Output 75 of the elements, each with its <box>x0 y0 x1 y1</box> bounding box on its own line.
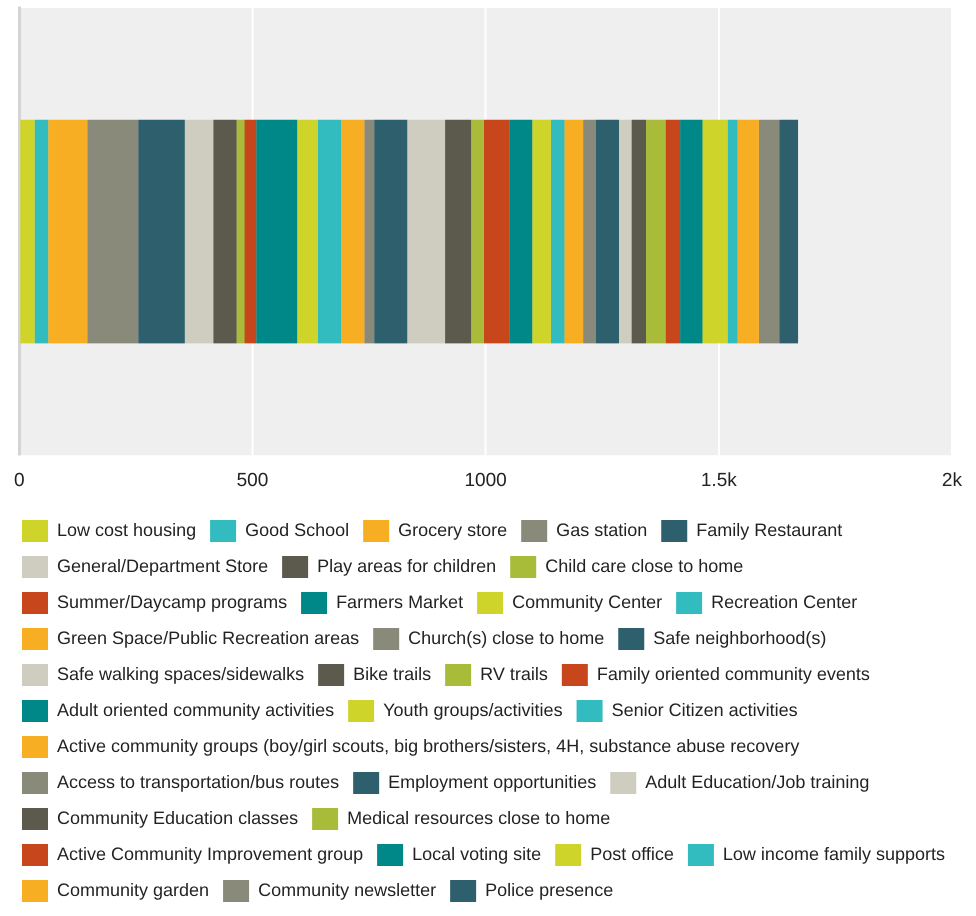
legend-label: Farmers Market <box>336 592 464 612</box>
bar <box>596 120 619 344</box>
legend-label: Local voting site <box>412 844 542 864</box>
legend-label: Active Community Improvement group <box>57 844 364 864</box>
bar <box>341 120 364 344</box>
bar <box>445 120 472 344</box>
bar <box>484 120 510 344</box>
bar <box>680 120 702 344</box>
bar <box>34 120 48 344</box>
bar <box>564 120 584 344</box>
bar <box>318 120 342 344</box>
legend-label: Active community groups (boy/girl scouts, big brothers/sisters, 4H, substance abuse recovery <box>57 736 800 756</box>
bar <box>407 120 446 344</box>
bar <box>48 120 88 344</box>
bar <box>364 120 374 344</box>
bar <box>779 120 798 344</box>
legend-label: Church(s) close to home <box>408 628 604 648</box>
bar <box>510 120 532 344</box>
legend-label: Low income family supports <box>722 844 945 864</box>
bar <box>471 120 484 344</box>
bar <box>619 120 632 344</box>
legend-label: Adult oriented community activities <box>57 700 334 720</box>
bar <box>728 120 738 344</box>
bar <box>87 120 138 344</box>
legend-label: Grocery store <box>398 520 508 540</box>
x-tick-label: 1.5k <box>700 470 738 491</box>
legend-label: Child care close to home <box>545 556 744 576</box>
legend-label: Youth groups/activities <box>383 700 563 720</box>
bar <box>532 120 551 344</box>
bar <box>583 120 596 344</box>
bar <box>666 120 680 344</box>
legend-label: Bike trails <box>353 664 432 684</box>
bar <box>244 120 256 344</box>
bar <box>256 120 298 344</box>
legend-label: Adult Education/Job training <box>645 772 870 792</box>
bar <box>374 120 408 344</box>
bar <box>236 120 245 344</box>
bar <box>737 120 759 344</box>
legend-label: Community Center <box>512 592 662 612</box>
bar <box>646 120 666 344</box>
bar <box>702 120 728 344</box>
bar <box>213 120 237 344</box>
x-tick-label: 500 <box>236 470 268 491</box>
legend-label: Community Education classes <box>57 808 298 828</box>
legend-label: Post office <box>590 844 674 864</box>
legend-label: Gas station <box>556 520 648 540</box>
legend-label: Community garden <box>57 880 210 900</box>
legend-label: Police presence <box>485 880 614 900</box>
legend-label: Community newsletter <box>258 880 436 900</box>
legend-label: RV trails <box>480 664 548 684</box>
legend-label: General/Department Store <box>57 556 268 576</box>
bar <box>184 120 214 344</box>
legend-label: Good School <box>245 520 350 540</box>
bar <box>20 120 35 344</box>
legend-label: Employment opportunities <box>388 772 596 792</box>
legend-label: Green Space/Public Recreation areas <box>57 628 360 648</box>
legend-label: Access to transportation/bus routes <box>57 772 340 792</box>
bar <box>550 120 564 344</box>
bar <box>138 120 185 344</box>
bar <box>297 120 318 344</box>
legend-label: Family Restaurant <box>696 520 842 540</box>
legend-label: Summer/Daycamp programs <box>57 592 288 612</box>
legend-label: Recreation Center <box>711 592 858 612</box>
legend-label: Low cost housing <box>57 520 196 540</box>
bar <box>632 120 646 344</box>
x-tick-label: 0 <box>14 470 25 491</box>
bar <box>758 120 780 344</box>
legend-label: Safe walking spaces/sidewalks <box>57 664 304 684</box>
legend-label: Medical resources close to home <box>347 808 610 828</box>
legend-label: Play areas for children <box>317 556 496 576</box>
legend-label: Family oriented community events <box>596 664 870 684</box>
legend-label: Safe neighborhood(s) <box>653 628 826 648</box>
legend-label: Senior Citizen activities <box>612 700 798 720</box>
x-tick-label: 2k <box>942 470 962 491</box>
x-tick-label: 1000 <box>464 470 507 491</box>
